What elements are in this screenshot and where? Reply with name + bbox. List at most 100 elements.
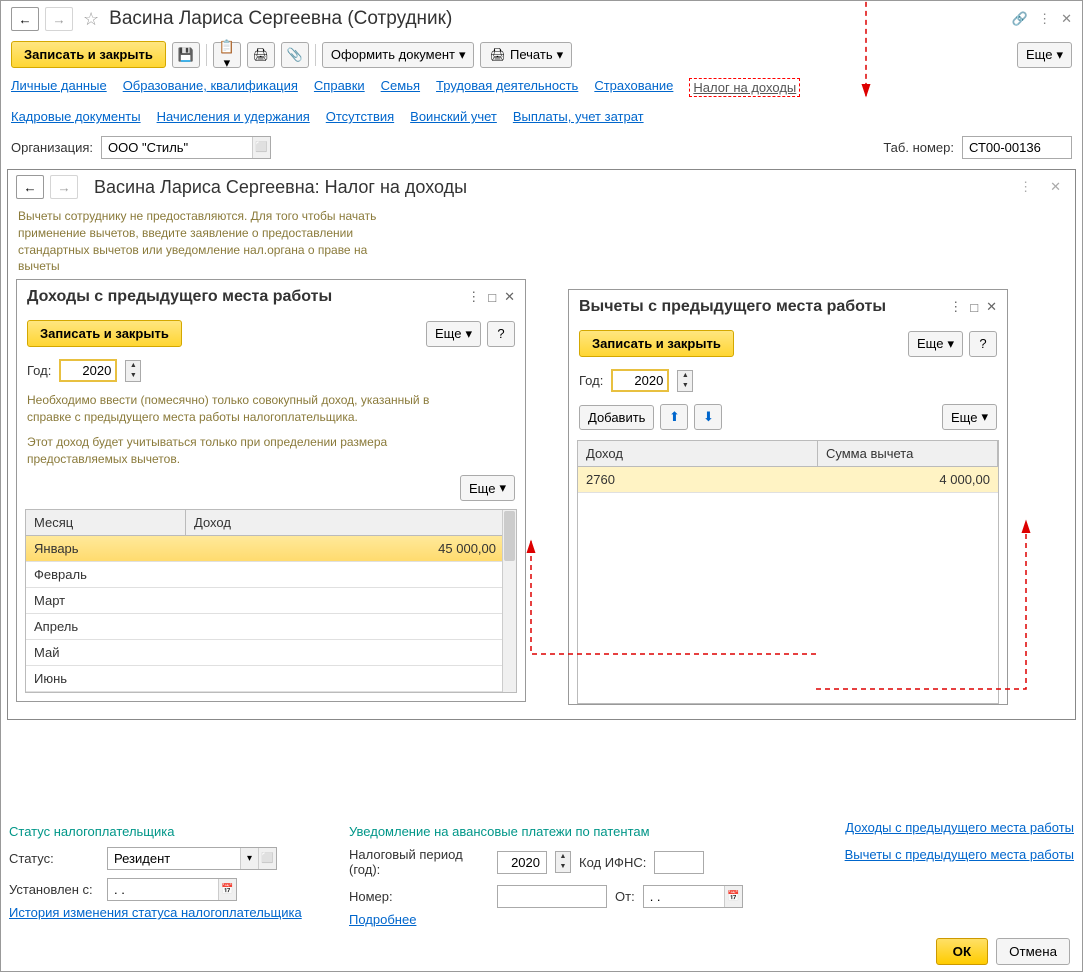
more-button[interactable]: Еще ▾	[1017, 42, 1072, 68]
org-open-button[interactable]: ⬜	[252, 137, 270, 158]
status-section-title: Статус налогоплательщика	[9, 820, 329, 843]
tab-personal[interactable]: Личные данные	[11, 78, 107, 97]
number-label: Номер:	[349, 889, 489, 904]
status-label: Статус:	[9, 851, 99, 866]
panel-close-icon[interactable]: ✕	[504, 289, 515, 305]
number-input[interactable]	[497, 885, 607, 908]
attach-button[interactable]: 📎	[281, 42, 309, 68]
sub-close-icon[interactable]: ✕	[1044, 179, 1067, 195]
page-title: Васина Лариса Сергеевна (Сотрудник)	[109, 8, 1006, 30]
panel-right-more-button[interactable]: Еще ▾	[908, 331, 963, 357]
tab-references[interactable]: Справки	[314, 78, 365, 97]
tab-education[interactable]: Образование, квалификация	[123, 78, 298, 97]
tab-employment[interactable]: Трудовая деятельность	[436, 78, 578, 97]
move-down-button[interactable]: ⬇	[694, 404, 722, 430]
org-input[interactable]	[101, 136, 271, 159]
org-label: Организация:	[11, 140, 93, 155]
panel-right-help-button[interactable]: ?	[969, 331, 997, 357]
tab-family[interactable]: Семья	[381, 78, 420, 97]
ifns-input[interactable]	[654, 851, 704, 874]
panel-right-save-button[interactable]: Записать и закрыть	[579, 330, 734, 357]
setdate-label: Установлен с:	[9, 882, 99, 897]
save-button[interactable]: 💾	[172, 42, 200, 68]
status-open-button[interactable]: ⬜	[258, 848, 276, 869]
sub-kebab-icon[interactable]: ⋮	[1013, 179, 1038, 195]
ifns-label: Код ИФНС:	[579, 855, 646, 870]
table-row[interactable]: Апрель	[26, 614, 516, 640]
tabs-row-1: Личные данные Образование, квалификация …	[1, 72, 1082, 103]
panel-left-save-button[interactable]: Записать и закрыть	[27, 320, 182, 347]
nav-forward-button[interactable]: →	[45, 7, 73, 31]
panel-left-more-button[interactable]: Еще ▾	[426, 321, 481, 347]
panel-left-more2-button[interactable]: Еще ▾	[460, 475, 515, 501]
year-spinner-left[interactable]: ▲▼	[125, 360, 141, 382]
tab-absences[interactable]: Отсутствия	[326, 109, 394, 124]
from-calendar-button[interactable]: 📅	[724, 886, 742, 907]
tabnum-input[interactable]	[962, 136, 1072, 159]
cancel-button[interactable]: Отмена	[996, 938, 1070, 965]
tab-insurance[interactable]: Страхование	[594, 78, 673, 97]
sub-nav-forward[interactable]: →	[50, 175, 78, 199]
table-row[interactable]: Февраль	[26, 562, 516, 588]
year-spinner-right[interactable]: ▲▼	[677, 370, 693, 392]
col-deduction: Сумма вычета	[818, 441, 998, 466]
close-icon[interactable]: ✕	[1061, 11, 1072, 27]
prev-income-panel: Доходы с предыдущего места работы ⋮ □ ✕ …	[16, 279, 526, 702]
panel-left-help-button[interactable]: ?	[487, 321, 515, 347]
status-dropdown-button[interactable]: ▾	[240, 848, 258, 869]
add-button[interactable]: Добавить	[579, 405, 654, 430]
table-row[interactable]: 27604 000,00	[578, 467, 998, 493]
tab-income-tax[interactable]: Налог на доходы	[689, 78, 800, 97]
panel-left-note2: Этот доход будет учитываться только при …	[17, 430, 477, 472]
sub-title: Васина Лариса Сергеевна: Налог на доходы	[84, 177, 1007, 198]
table-row[interactable]: Март	[26, 588, 516, 614]
create-doc-button[interactable]: Оформить документ ▾	[322, 42, 475, 68]
col-income: Доход	[186, 510, 516, 535]
prev-income-title: Доходы с предыдущего места работы	[27, 288, 467, 306]
col-income2: Доход	[578, 441, 818, 466]
panel-left-note1: Необходимо ввести (помесячно) только сов…	[17, 388, 477, 430]
col-month: Месяц	[26, 510, 186, 535]
tab-hr-docs[interactable]: Кадровые документы	[11, 109, 141, 124]
notice-section-title: Уведомление на авансовые платежи по пате…	[349, 820, 749, 843]
prev-deductions-link[interactable]: Вычеты с предыдущего места работы	[845, 847, 1074, 862]
panel-maximize-icon[interactable]: □	[970, 300, 978, 315]
print-icon-button[interactable]: 🖨	[247, 42, 275, 68]
print-button[interactable]: 🖨 Печать ▾	[480, 42, 572, 68]
save-close-button[interactable]: Записать и закрыть	[11, 41, 166, 68]
tab-accruals[interactable]: Начисления и удержания	[157, 109, 310, 124]
tab-military[interactable]: Воинский учет	[410, 109, 497, 124]
from-label: От:	[615, 889, 635, 904]
kebab-icon[interactable]: ⋮	[1038, 11, 1051, 27]
link-icon[interactable]: 🔗	[1012, 11, 1028, 27]
income-table: Месяц Доход Январь45 000,00ФевральМартАп…	[25, 509, 517, 693]
period-input[interactable]	[497, 851, 547, 874]
table-row[interactable]: Май	[26, 640, 516, 666]
year-input-right[interactable]	[611, 369, 669, 392]
deductions-table: Доход Сумма вычета 27604 000,00	[577, 440, 999, 704]
panel-right-more2-button[interactable]: Еще ▾	[942, 404, 997, 430]
details-link[interactable]: Подробнее	[349, 912, 416, 927]
period-spinner[interactable]: ▲▼	[555, 851, 571, 873]
panel-maximize-icon[interactable]: □	[488, 290, 496, 305]
move-up-button[interactable]: ⬆	[660, 404, 688, 430]
copy-button[interactable]: 📋▾	[213, 42, 241, 68]
sub-nav-back[interactable]: ←	[16, 175, 44, 199]
nav-back-button[interactable]: ←	[11, 7, 39, 31]
table-row[interactable]: Июнь	[26, 666, 516, 692]
year-input-left[interactable]	[59, 359, 117, 382]
favorite-star-icon[interactable]: ☆	[79, 9, 103, 30]
tab-payments[interactable]: Выплаты, учет затрат	[513, 109, 644, 124]
tabs-row-2: Кадровые документы Начисления и удержани…	[1, 103, 1082, 130]
table-row[interactable]: Январь45 000,00	[26, 536, 516, 562]
status-history-link[interactable]: История изменения статуса налогоплательщ…	[9, 905, 302, 920]
tabnum-label: Таб. номер:	[883, 140, 954, 155]
ok-button[interactable]: ОК	[936, 938, 989, 965]
panel-kebab-icon[interactable]: ⋮	[949, 299, 962, 315]
panel-kebab-icon[interactable]: ⋮	[467, 289, 480, 305]
scrollbar[interactable]	[502, 510, 516, 692]
prev-income-link[interactable]: Доходы с предыдущего места работы	[845, 820, 1074, 835]
setdate-calendar-button[interactable]: 📅	[218, 879, 236, 900]
panel-close-icon[interactable]: ✕	[986, 299, 997, 315]
prev-deductions-title: Вычеты с предыдущего места работы	[579, 298, 949, 316]
